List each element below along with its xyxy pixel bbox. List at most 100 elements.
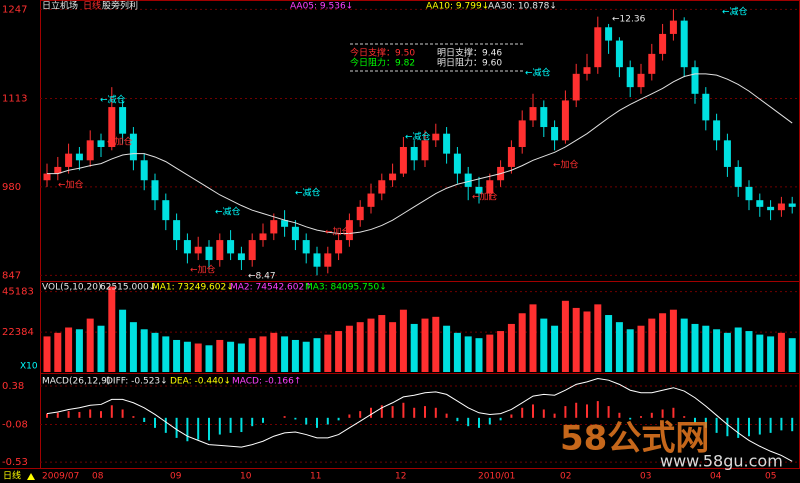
date-label: 02 [560,472,571,482]
volume-bar [734,327,742,372]
annotation: ←加仓 [190,264,216,276]
candle-body [237,253,245,261]
volume-bar [497,331,505,372]
volume-bar [216,339,224,372]
candle-body [65,153,73,167]
annotation: ←减仓 [405,131,431,143]
annotation: ←减仓 [722,6,748,18]
candle-body [507,146,515,167]
volume-bar [626,329,634,372]
date-label: 10 [240,472,252,482]
volume-bar [540,318,548,372]
watermark: 58公式网 [560,419,709,459]
candle-body [86,140,94,161]
annotation: ←减仓 [525,67,551,79]
volume-bar [518,313,526,372]
price-mark: ←12.36 [612,15,646,25]
bottom-label: 日线 [3,470,21,482]
volume-bar [367,318,375,372]
volume-bar [572,307,580,372]
annotation: ←加仓 [472,191,498,203]
volume-bar [270,332,278,372]
volume-bar [615,322,623,372]
candle-body [702,93,710,121]
candle-body [475,186,483,194]
candle-body [648,53,656,74]
volume-bar [788,338,796,372]
info: 今日阻力：9.82 [350,57,415,69]
volume-bar [551,325,559,372]
volume-bar [507,323,515,372]
volume-bar [702,325,710,372]
y-tick-label: 22384 [2,327,34,338]
volume-bar [183,341,191,372]
y-tick-label: -0.08 [2,420,28,431]
volume-bar [291,339,299,372]
candle-body [399,146,407,174]
candle-body [756,200,764,207]
volume-bar [151,332,159,372]
volume-bar [421,318,429,372]
candle-body [216,240,224,261]
candle-body [713,120,721,141]
candle-body [313,253,321,267]
volume-bar [464,336,472,372]
macd-header: DEA: -0.440↓ [170,377,231,387]
vol-header: MA3: 84095.750↓ [305,283,387,293]
candle-body [421,140,429,161]
period-arrow [27,473,35,480]
candle-body [129,133,137,161]
candle-body [583,67,591,74]
volume-bar [173,339,181,372]
volume-bar [378,315,386,372]
y-tick-label: 45183 [2,287,34,298]
watermark: www.58gu.com [660,452,783,471]
info: 明日阻力：9.60 [437,57,502,69]
candle-body [194,246,202,254]
candle-body [432,133,440,141]
volume-bar [605,315,613,372]
volume-bar [594,304,602,372]
volume-bar [119,309,127,372]
volume-bar [691,323,699,372]
marks: 1247 1113 980 847 45183 22384 0.38 -0.08 -0.53 [2,4,799,468]
volume-bar [54,332,62,372]
volume-bar [345,325,353,372]
candle-body [777,203,785,211]
volume-bar [356,322,364,372]
candle-body [205,246,213,261]
macd-header: MACD(26,12,9) [42,377,110,387]
info: 今日支撑：9.50 [350,47,415,59]
candle-body [626,67,634,88]
candle-body [75,153,83,161]
date-label: 08 [92,472,104,482]
candle-body [119,107,127,134]
candle-body [734,166,742,187]
volume-bar [281,336,289,372]
vol-header: MA2: 74542.602↑ [230,283,312,293]
volume-bar [389,322,397,372]
candle-body [788,203,796,207]
annotation: ←加仓 [553,159,579,171]
candle-body [43,173,51,181]
candle-body [594,27,602,68]
candle-body [54,166,62,174]
volume-bar [129,322,137,372]
volume-bar [777,332,785,372]
volume-bar [637,325,645,372]
info: 明日支撑：9.46 [437,47,502,59]
date-label: 2010/01 [478,472,515,482]
volume-bar [767,336,775,372]
candle-body [270,220,278,234]
volume-bar [410,323,418,372]
annotation: ←减仓 [100,94,126,106]
candle-body [615,40,623,68]
candle-body [281,220,289,227]
volume-bar [529,304,537,372]
formula-name: 股旁列利 [102,0,138,12]
indicator-line [47,73,793,234]
volume-bar [583,311,591,372]
annotation: ←加仓 [325,226,351,238]
volume-bar [669,309,677,372]
date-label: 2009/07 [42,472,79,482]
